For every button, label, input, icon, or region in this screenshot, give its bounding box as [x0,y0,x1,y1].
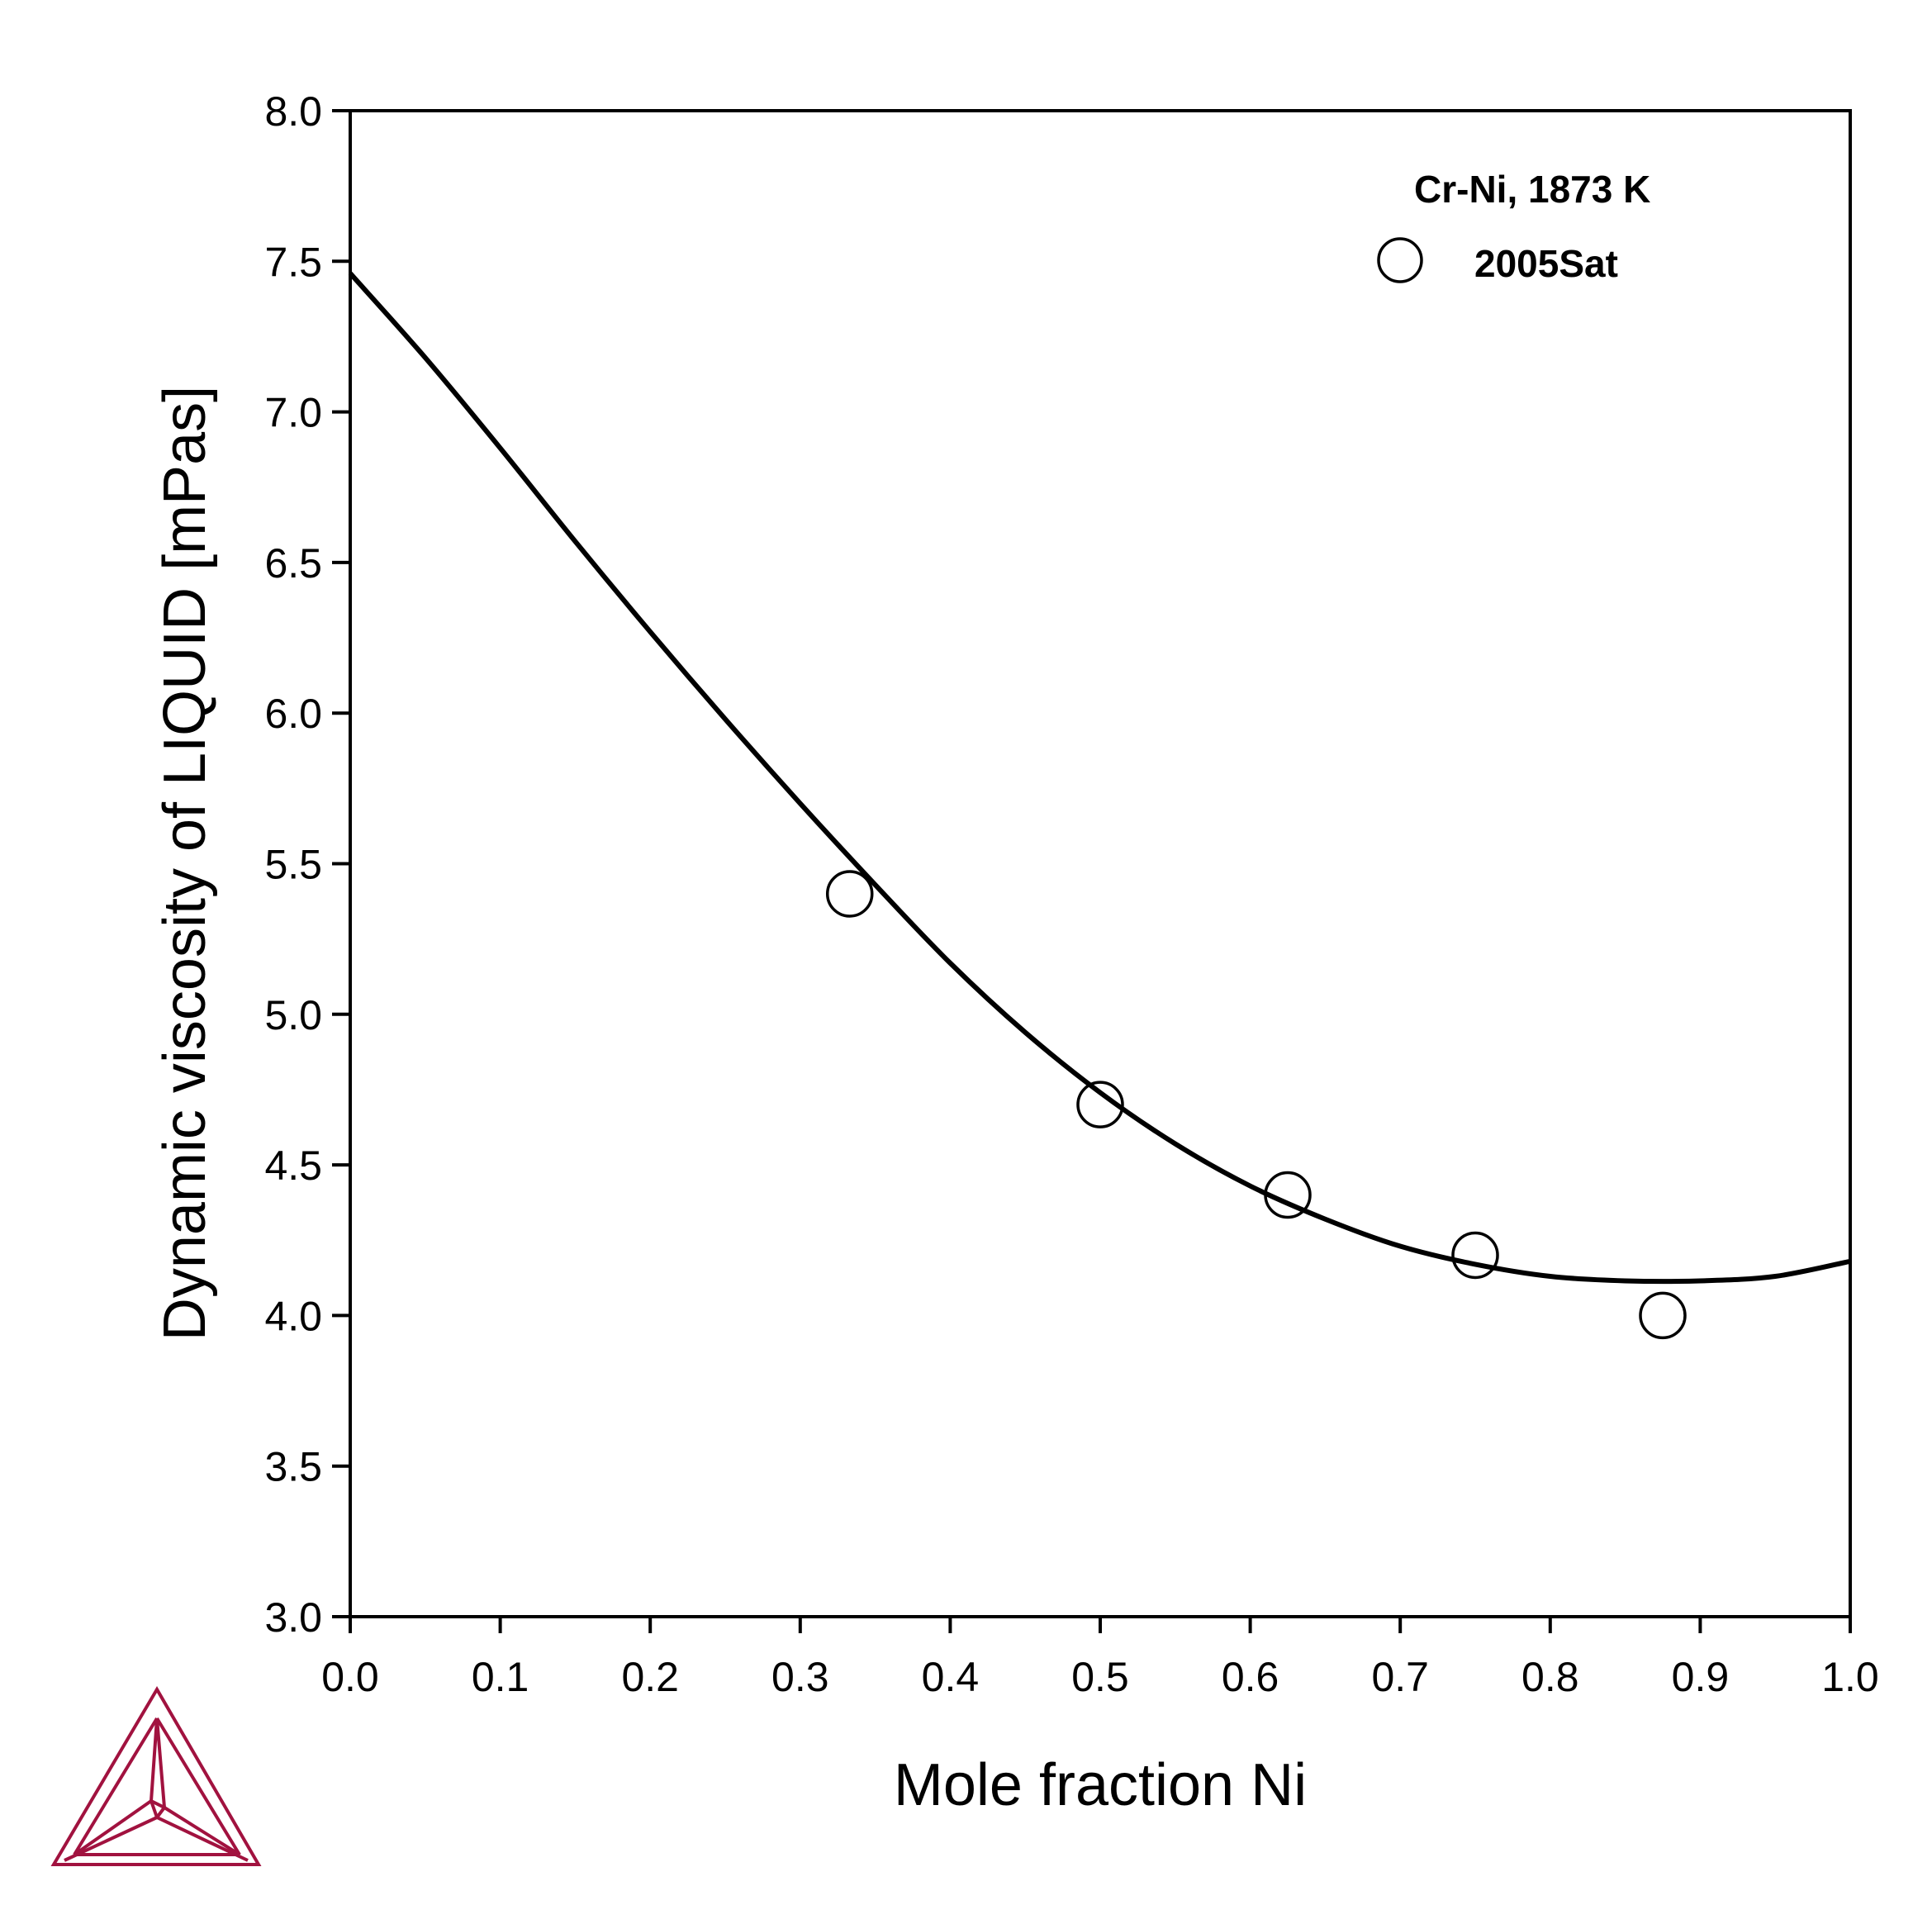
y-tick-label: 4.0 [264,1293,322,1339]
y-tick-label: 3.5 [264,1444,322,1490]
x-axis-title: Mole fraction Ni [894,1752,1307,1818]
data-point [1639,1291,1687,1340]
x-tick-label: 0.5 [1071,1654,1129,1700]
data-markers-2005sat [825,870,1687,1340]
x-tick-label: 0.7 [1371,1654,1429,1700]
legend-marker [1377,237,1423,283]
y-tick-label: 3.0 [264,1594,322,1641]
y-tick-label: 5.0 [264,992,322,1038]
legend-title: Cr-Ni, 1873 K [1414,168,1650,211]
y-axis-title: Dynamic viscosity of LIQUID [mPas] [152,386,218,1341]
x-tick-label: 0.0 [321,1654,379,1700]
y-tick-label: 7.0 [264,390,322,436]
data-point [1076,1081,1124,1128]
x-tick-label: 0.2 [621,1654,679,1700]
x-tick-label: 0.1 [472,1654,529,1700]
y-tick-label: 7.5 [264,239,322,285]
y-tick-label: 5.5 [264,842,322,888]
x-tick-label: 1.0 [1821,1654,1879,1700]
plot-frame [349,109,1852,1618]
y-tick-label: 8.0 [264,88,322,135]
data-point [1451,1231,1499,1280]
legend-entry-2005sat: 2005Sat [1474,242,1618,285]
data-point [1264,1171,1312,1219]
model-curve [348,271,1851,1285]
x-tick-label: 0.4 [922,1654,980,1700]
y-axis-ticks: 3.0 3.5 4.0 4.5 5.0 5.5 6.0 6.5 7.0 7.5 8.0 [264,88,350,1641]
y-tick-label: 6.0 [264,691,322,737]
x-tick-label: 0.8 [1521,1654,1579,1700]
x-tick-label: 0.3 [771,1654,829,1700]
data-point [825,870,874,918]
y-tick-label: 4.5 [264,1143,322,1189]
y-tick-label: 6.5 [264,540,322,587]
x-tick-label: 0.9 [1672,1654,1730,1700]
x-tick-label: 0.6 [1222,1654,1279,1700]
legend: Cr-Ni, 1873 K 2005Sat [1377,168,1650,285]
thermo-calc-logo-icon [50,1686,262,1866]
x-axis-ticks: 0.0 0.1 0.2 0.3 0.4 0.5 0.6 0.7 0.8 0.9 1.0 [321,1617,1879,1700]
